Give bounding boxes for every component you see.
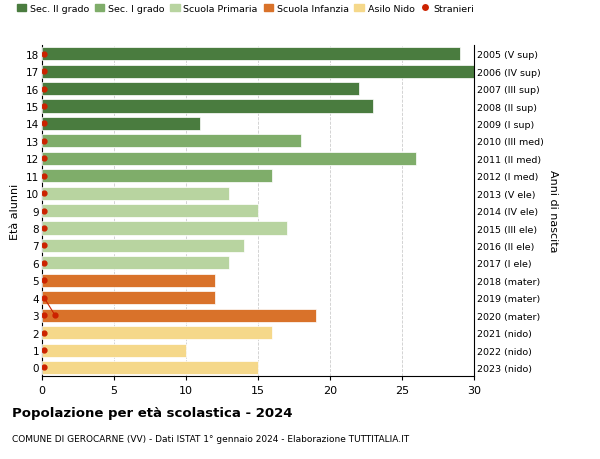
Bar <box>42 274 215 287</box>
Bar <box>42 344 186 357</box>
Bar <box>42 83 359 96</box>
Y-axis label: Anni di nascita: Anni di nascita <box>548 170 557 252</box>
Legend: Sec. II grado, Sec. I grado, Scuola Primaria, Scuola Infanzia, Asilo Nido, Stran: Sec. II grado, Sec. I grado, Scuola Prim… <box>17 5 474 14</box>
Bar <box>42 152 416 166</box>
Bar <box>42 48 460 61</box>
Bar <box>42 100 373 113</box>
Text: Popolazione per età scolastica - 2024: Popolazione per età scolastica - 2024 <box>12 406 293 419</box>
Bar <box>42 170 272 183</box>
Bar <box>42 222 287 235</box>
Y-axis label: Età alunni: Età alunni <box>10 183 20 239</box>
Bar <box>42 257 229 270</box>
Bar <box>42 205 258 218</box>
Bar <box>42 361 258 374</box>
Bar <box>42 291 215 305</box>
Text: COMUNE DI GEROCARNE (VV) - Dati ISTAT 1° gennaio 2024 - Elaborazione TUTTITALIA.: COMUNE DI GEROCARNE (VV) - Dati ISTAT 1°… <box>12 434 409 443</box>
Bar <box>42 66 474 78</box>
Bar <box>42 309 316 322</box>
Bar <box>42 118 200 131</box>
Bar <box>42 240 244 252</box>
Bar <box>42 187 229 200</box>
Bar <box>42 135 301 148</box>
Bar <box>42 326 272 339</box>
